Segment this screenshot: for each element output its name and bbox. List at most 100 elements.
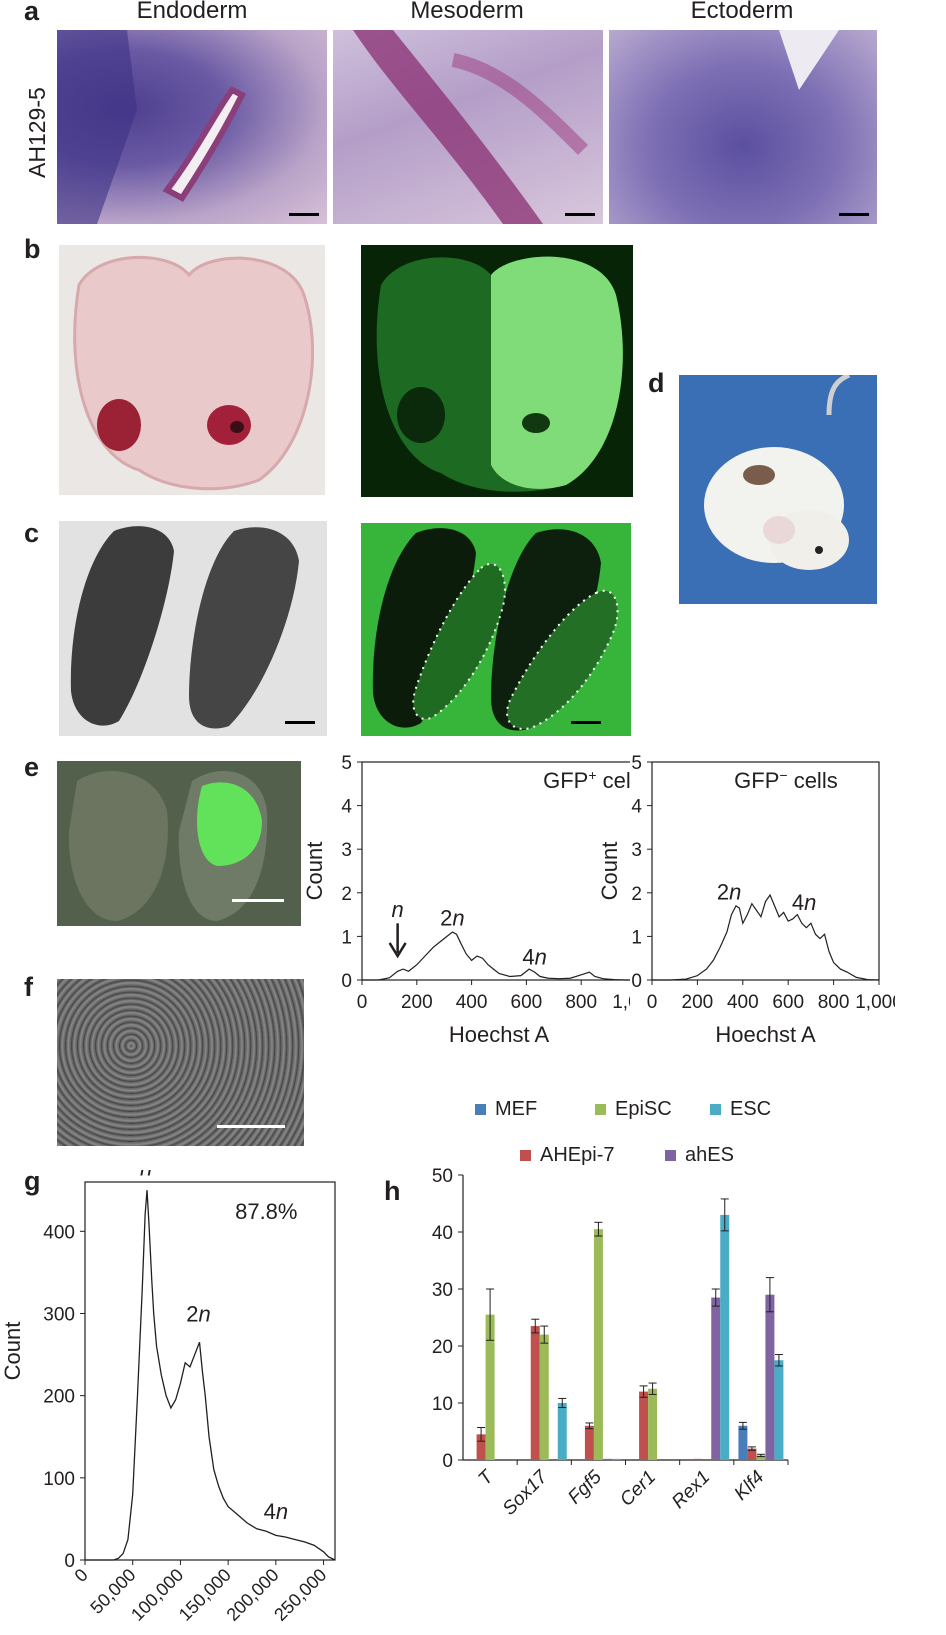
y-tick-label: 0 — [341, 971, 352, 992]
peak-label-n: n — [391, 897, 403, 922]
x-tick-label: 600 — [772, 992, 804, 1013]
scale-bar — [285, 721, 315, 724]
peak-label-n: n — [140, 1170, 152, 1180]
peak-label-2n: 2n — [186, 1302, 211, 1327]
x-tick-label: 200 — [401, 992, 433, 1013]
legend-label-episc: EpiSC — [615, 1098, 672, 1120]
x-tick-label: 800 — [565, 992, 597, 1013]
y-tick-label: 400 — [43, 1222, 75, 1243]
annotation-gfp-negative: GFP− cells — [734, 767, 838, 793]
bar-ahes-klf4 — [765, 1294, 775, 1460]
legend-swatch-mef — [475, 1104, 486, 1115]
annotation-gfp-positive: GFP+ cells — [543, 767, 630, 793]
panel-h-label: h — [384, 1176, 401, 1206]
panel-b-label: b — [24, 234, 41, 264]
bar-ahepi-7-rex1 — [693, 1458, 703, 1460]
x-tick-label: 0 — [71, 1565, 92, 1586]
histogram-line — [85, 1190, 336, 1561]
x-tick-label: 600 — [511, 992, 543, 1013]
embryo-merged-image — [57, 761, 301, 926]
scale-bar — [565, 213, 595, 216]
y-tick-label: 50 — [432, 1166, 453, 1187]
peak-label-4n: 4n — [264, 1499, 289, 1524]
category-label-sox17: Sox17 — [499, 1466, 553, 1520]
category-label-cer1: Cer1 — [616, 1467, 660, 1511]
column-title-mesoderm: Mesoderm — [410, 0, 524, 24]
bar-episc-fgf5 — [593, 1229, 603, 1460]
scale-bar — [839, 213, 869, 216]
bar-ahepi-7-fgf5 — [584, 1425, 594, 1460]
arrow-head — [388, 942, 407, 959]
legend-swatch-ahepi-7 — [520, 1150, 531, 1161]
y-tick-label: 10 — [432, 1394, 453, 1415]
panel-f-label: f — [24, 972, 33, 1002]
he-image-mesoderm — [333, 30, 603, 224]
panel-g-label: g — [24, 1166, 41, 1196]
chart-g: 0100200300400050,000100,000150,000200,00… — [0, 1170, 336, 1625]
histogram-line — [652, 893, 880, 981]
x-tick-label: 100,000 — [127, 1565, 187, 1625]
embryo-gfp-image — [361, 245, 633, 497]
y-tick-label: 0 — [631, 971, 642, 992]
panel-e-label: e — [24, 752, 40, 782]
bar-ahepi-7-t — [476, 1434, 486, 1460]
panel-a-label: a — [24, 0, 40, 26]
category-label-rex1: Rex1 — [668, 1467, 714, 1513]
y-tick-label: 3 — [631, 840, 642, 861]
embryo-brightfield-image — [59, 245, 325, 495]
y-tick-label: 30 — [432, 1280, 453, 1301]
x-tick-label: 200,000 — [223, 1565, 283, 1625]
column-title-endoderm: Endoderm — [136, 0, 248, 24]
bar-episc-t — [485, 1314, 495, 1460]
bar-ahes-fgf5 — [602, 1458, 612, 1460]
legend-label-mef: MEF — [495, 1098, 537, 1120]
plot-frame — [361, 761, 630, 981]
legend-swatch-ahes — [665, 1150, 676, 1161]
scale-bar — [289, 213, 319, 216]
y-tick-label: 100 — [43, 1469, 75, 1490]
plot-frame — [84, 1181, 336, 1561]
he-image-ectoderm — [609, 30, 877, 224]
chart-h: MEF EpiSC ESC AHEpi-7 ahES 0 10 20 30 40 50 T Sox17 F… — [432, 1098, 789, 1520]
x-axis-label: Hoechst A — [715, 1022, 816, 1047]
y-axis-label: Count — [302, 842, 327, 901]
embryos-brightfield-image — [59, 521, 327, 736]
x-axis-label: Hoechst A — [449, 1022, 550, 1047]
bar-esc-klf4 — [774, 1360, 784, 1460]
bar-ahepi-7-cer1 — [639, 1391, 649, 1460]
he-image-endoderm — [57, 30, 327, 224]
x-tick-label: 200 — [682, 992, 714, 1013]
category-label-klf4: Klf4 — [730, 1467, 768, 1505]
legend-swatch-esc — [710, 1104, 721, 1115]
legend-swatch-episc — [595, 1104, 606, 1115]
x-tick-label: 400 — [727, 992, 759, 1013]
y-tick-label: 3 — [341, 840, 352, 861]
y-tick-label: 5 — [341, 753, 352, 774]
scale-bar — [232, 899, 284, 902]
peak-label-4n: 4n — [792, 890, 817, 915]
y-tick-label: 40 — [432, 1223, 453, 1244]
percent-annotation: 87.8% — [235, 1199, 297, 1224]
y-axis-label: Count — [0, 1322, 25, 1381]
row-label-ah129-5: AH129-5 — [24, 87, 50, 178]
bar-ahes-rex1 — [711, 1297, 721, 1460]
bar-ahepi-7-klf4 — [747, 1448, 757, 1460]
panel-d-label: d — [648, 368, 665, 398]
histogram-line — [362, 931, 630, 981]
x-tick-label: 400 — [456, 992, 488, 1013]
x-tick-label: 0 — [357, 992, 368, 1013]
legend-label-ahepi-7: AHEpi-7 — [540, 1144, 614, 1166]
category-label-t: T — [475, 1466, 499, 1490]
panel-c-label: c — [24, 518, 40, 548]
bar-mef-klf4 — [738, 1425, 748, 1460]
y-tick-label: 1 — [631, 927, 642, 948]
y-tick-label: 1 — [341, 927, 352, 948]
y-tick-label: 4 — [631, 797, 642, 818]
chart-e-gfp-positive: 0 1 2 3 4 5 0 200 400 600 800 1,000 Hoechst A Count GF… — [302, 753, 630, 1047]
scale-bar — [217, 1125, 285, 1128]
y-tick-label: 20 — [432, 1337, 453, 1358]
bar-esc-rex1 — [720, 1214, 730, 1460]
peak-label-2n: 2n — [440, 906, 465, 931]
x-tick-label: 150,000 — [175, 1565, 235, 1625]
